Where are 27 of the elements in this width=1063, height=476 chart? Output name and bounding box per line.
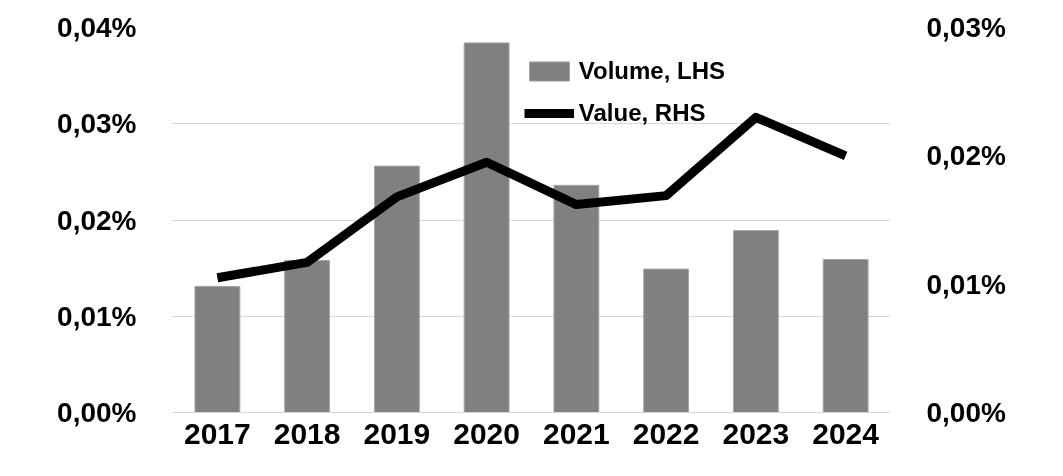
x-tick-label: 2018: [273, 416, 341, 450]
bar: [284, 259, 331, 413]
bar: [194, 285, 241, 413]
bar: [463, 42, 510, 413]
y2-tick-label: 0,02%: [926, 140, 1006, 172]
y2-tick-label: 0,01%: [926, 268, 1006, 300]
x-tick-label: 2024: [812, 416, 880, 450]
bar: [553, 184, 600, 413]
x-tick-label: 2021: [543, 416, 610, 450]
legend-label: Value, RHS: [578, 99, 706, 127]
x-tick-label: 2022: [632, 416, 700, 450]
y-tick-label: 0,00%: [57, 397, 137, 428]
bar: [822, 258, 869, 413]
x-tick-label: 2020: [453, 416, 521, 450]
bar: [732, 230, 779, 413]
y-tick-label: 0,04%: [57, 12, 137, 43]
x-tick-label: 2017: [184, 416, 251, 450]
legend-label: Volume, LHS: [578, 57, 726, 85]
bar: [373, 165, 420, 413]
y-tick-label: 0,02%: [57, 204, 137, 236]
y2-tick-label: 0,03%: [926, 12, 1006, 43]
x-tick-label: 2023: [722, 416, 790, 450]
bar: [643, 268, 690, 413]
y-tick-label: 0,01%: [57, 300, 137, 332]
y-tick-label: 0,03%: [57, 108, 137, 140]
y2-tick-label: 0,00%: [926, 397, 1006, 428]
x-tick-label: 2019: [363, 416, 431, 450]
